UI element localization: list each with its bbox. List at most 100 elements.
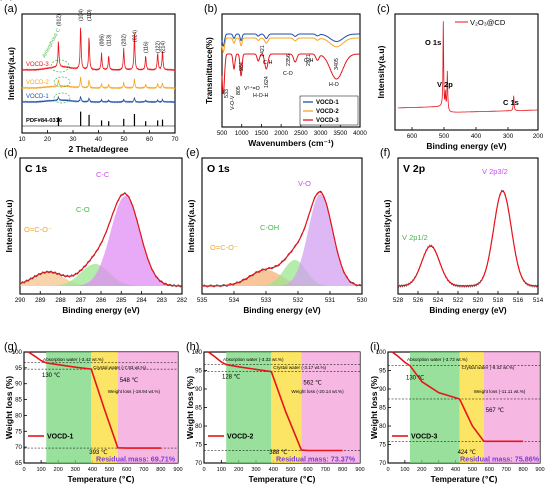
component-label: C-C (96, 170, 110, 179)
y-axis-label: Intensity(a.u) (4, 199, 14, 252)
band-label: 2356 (286, 54, 292, 66)
x-axis-label: 2 Theta/degree (69, 144, 129, 154)
peak-label: C 1s (503, 98, 519, 107)
x-tick-label: 284 (136, 297, 147, 304)
x-tick-label: 500 (468, 467, 477, 473)
y-axis-label: Intensity(a.u) (186, 199, 196, 252)
x-axis-label: Temperature (℃) (249, 475, 316, 484)
panel-label: (b) (204, 3, 217, 15)
panel-label: (i) (370, 341, 380, 353)
x-tick-label: 0 (22, 467, 25, 473)
y-tick-label: 75 (15, 428, 22, 435)
fit-envelope (202, 191, 362, 287)
x-tick-label: 300 (251, 467, 260, 473)
xrd-trace (21, 27, 176, 72)
x-tick-label: 70 (172, 136, 179, 143)
y-axis-label: Transmittance(%) (205, 37, 214, 104)
x-axis-label: Wavenumbers (cm⁻¹) (248, 138, 334, 148)
x-tick-label: 40 (95, 136, 102, 143)
component-label: C-OH (260, 223, 279, 232)
series-label: VOCD-1 (26, 94, 49, 100)
temp-label: 424 ℃ (458, 449, 477, 456)
x-tick-label: 700 (321, 467, 330, 473)
ftir-trace (221, 33, 360, 47)
y-tick-label: 85 (15, 397, 22, 404)
miller-index: (006) (100, 34, 106, 46)
legend-label: VOCD-1 (47, 434, 74, 441)
x-tick-label: 30 (70, 136, 77, 143)
series-label: VOCD-2 (26, 80, 49, 86)
x-tick-label: 50 (121, 136, 128, 143)
miller-index: (024) (132, 30, 138, 42)
absorption-label: Absorption water (-3.32 wt.%) (223, 357, 284, 362)
x-tick-label: 533 (261, 297, 272, 304)
x-tick-label: 900 (355, 467, 364, 473)
band-label: V-O-V (230, 95, 236, 110)
temp-label: 128 ℃ (222, 374, 241, 381)
x-tick-label: 600 (407, 133, 418, 140)
x-tick-label: 520 (473, 297, 484, 304)
temp-label: 393 ℃ (89, 449, 108, 456)
x-tick-label: 900 (173, 467, 182, 473)
x-tick-label: 526 (413, 297, 424, 304)
x-tick-label: 600 (122, 467, 131, 473)
y-tick-label: 100 (376, 349, 387, 356)
miller-index: (116) (144, 41, 150, 53)
residual-label: Residual mass: 73.37% (276, 455, 356, 464)
panel-title: O 1s (207, 163, 230, 175)
y-tick-label: 100 (192, 349, 203, 356)
x-axis-label: Temperature (℃) (68, 475, 135, 484)
x-tick-label: 289 (35, 297, 46, 304)
y-tick-label: 100 (12, 349, 23, 356)
band-label: 805 (236, 86, 242, 95)
plot-frame (397, 157, 539, 295)
temp-label: 130 ℃ (406, 375, 425, 382)
x-tick-label: 282 (177, 297, 188, 304)
absorption-label: Absorption water (-3.42 wt.%) (43, 357, 104, 362)
y-tick-label: 85 (195, 405, 202, 412)
region-weightloss (301, 352, 360, 463)
x-tick-label: 4000 (353, 130, 367, 137)
x-tick-label: 300 (503, 133, 514, 140)
miller-index: (104) (79, 9, 85, 21)
panel-g: (g) 0 100 200 300 400 500 600 700 800 900 65 70 75 80 8… (4, 341, 183, 484)
x-tick-label: 100 (400, 467, 409, 473)
x-tick-label: 100 (217, 467, 226, 473)
x-tick-label: 900 (535, 467, 544, 473)
panel-h: (h) 0 100 200 300 400 500 600 700 800 900 70 75 80 85 9… (185, 341, 365, 484)
x-axis-label: Binding energy (eV) (62, 306, 140, 315)
panel-label: (h) (186, 341, 199, 353)
component-label: O=C-O⁻ (210, 243, 238, 252)
y-tick-label: 95 (15, 365, 22, 372)
x-axis-label: Binding energy (eV) (429, 306, 507, 315)
y-tick-label: 65 (15, 460, 22, 467)
y-axis-label: Weight loss (%) (185, 376, 195, 439)
component-peak (398, 246, 538, 286)
panel-title: V 2p (403, 163, 425, 175)
crystal-label: Crystal water (-3.17 wt.%) (273, 365, 326, 370)
x-tick-label: 700 (502, 467, 511, 473)
band-label: V⁵⁺=O (244, 85, 260, 92)
x-tick-label: 10 (19, 136, 26, 143)
x-tick-label: 400 (88, 467, 97, 473)
residual-label: Residual mass: 75.86% (460, 455, 540, 464)
x-tick-label: 518 (493, 297, 504, 304)
x-tick-label: 1500 (255, 130, 269, 137)
region-crystal (271, 352, 302, 463)
x-tick-label: 400 (451, 467, 460, 473)
temp-label: 388 ℃ (269, 449, 288, 456)
y-tick-label: 80 (15, 412, 22, 419)
band-label: C-H (263, 60, 273, 66)
legend-label: V₂O₃@CD (470, 18, 506, 27)
component-label: V 2p3/2 (482, 167, 508, 176)
x-tick-label: 522 (453, 297, 464, 304)
x-tick-label: 20 (44, 136, 51, 143)
panel-b: (b) 500 1000 1500 2000 2500 3000 3500 4000 Wavenu… (204, 3, 367, 148)
weightloss-label: Weight loss (-18.94 wt.%) (108, 389, 161, 394)
band-label: H-O (329, 82, 339, 88)
y-tick-label: 95 (379, 368, 386, 375)
x-tick-label: 286 (96, 297, 107, 304)
x-tick-label: 285 (116, 297, 127, 304)
band-label: H-O-H (253, 93, 268, 99)
amorphous-marker (50, 59, 70, 73)
